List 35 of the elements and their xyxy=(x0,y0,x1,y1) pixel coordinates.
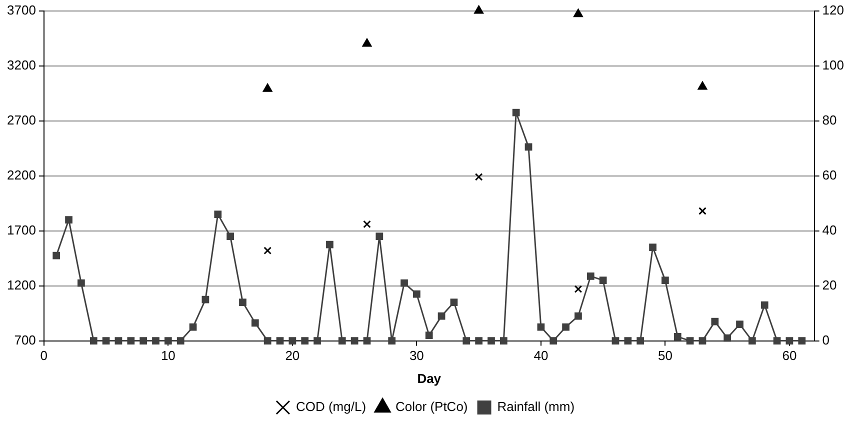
x-tick-label: 0 xyxy=(40,348,48,364)
point xyxy=(573,8,584,18)
x-tick-label: 20 xyxy=(285,348,300,364)
x-tick-label: 10 xyxy=(160,348,176,364)
x-tick-label: 40 xyxy=(534,348,548,364)
point xyxy=(363,220,371,228)
legend-label: COD (mg/L) xyxy=(296,399,366,414)
x-tick-label: 30 xyxy=(409,348,424,364)
x-axis-title: Day xyxy=(417,370,442,386)
point xyxy=(474,5,484,14)
y2-tick-label: 20 xyxy=(822,277,837,292)
y2-tick-label: 80 xyxy=(822,112,837,128)
x-tick-label: 50 xyxy=(658,348,672,364)
point xyxy=(262,83,272,92)
y2-tick-label: 120 xyxy=(822,2,844,18)
legend-label: Color (PtCo) xyxy=(396,399,468,414)
y-tick-label: 2200 xyxy=(7,167,36,182)
y-tick-label: 3700 xyxy=(7,2,36,18)
point xyxy=(698,207,706,215)
y2-tick-label: 100 xyxy=(822,57,844,72)
point xyxy=(574,285,582,294)
legend-label: Rainfall (mm) xyxy=(497,399,575,414)
y2-tick-label: 0 xyxy=(822,332,830,348)
point xyxy=(264,246,272,255)
y-tick-label: 1700 xyxy=(7,222,36,238)
x-tick-label: 60 xyxy=(782,348,797,364)
y-tick-label: 1200 xyxy=(7,277,36,292)
y2-tick-label: 40 xyxy=(822,222,837,238)
y2-tick-label: 60 xyxy=(822,167,837,182)
point xyxy=(474,172,483,181)
y-tick-label: 2700 xyxy=(7,112,36,128)
y-tick-label: 700 xyxy=(14,332,36,348)
point xyxy=(698,81,708,90)
y-tick-label: 3200 xyxy=(7,57,36,72)
point xyxy=(362,38,372,47)
